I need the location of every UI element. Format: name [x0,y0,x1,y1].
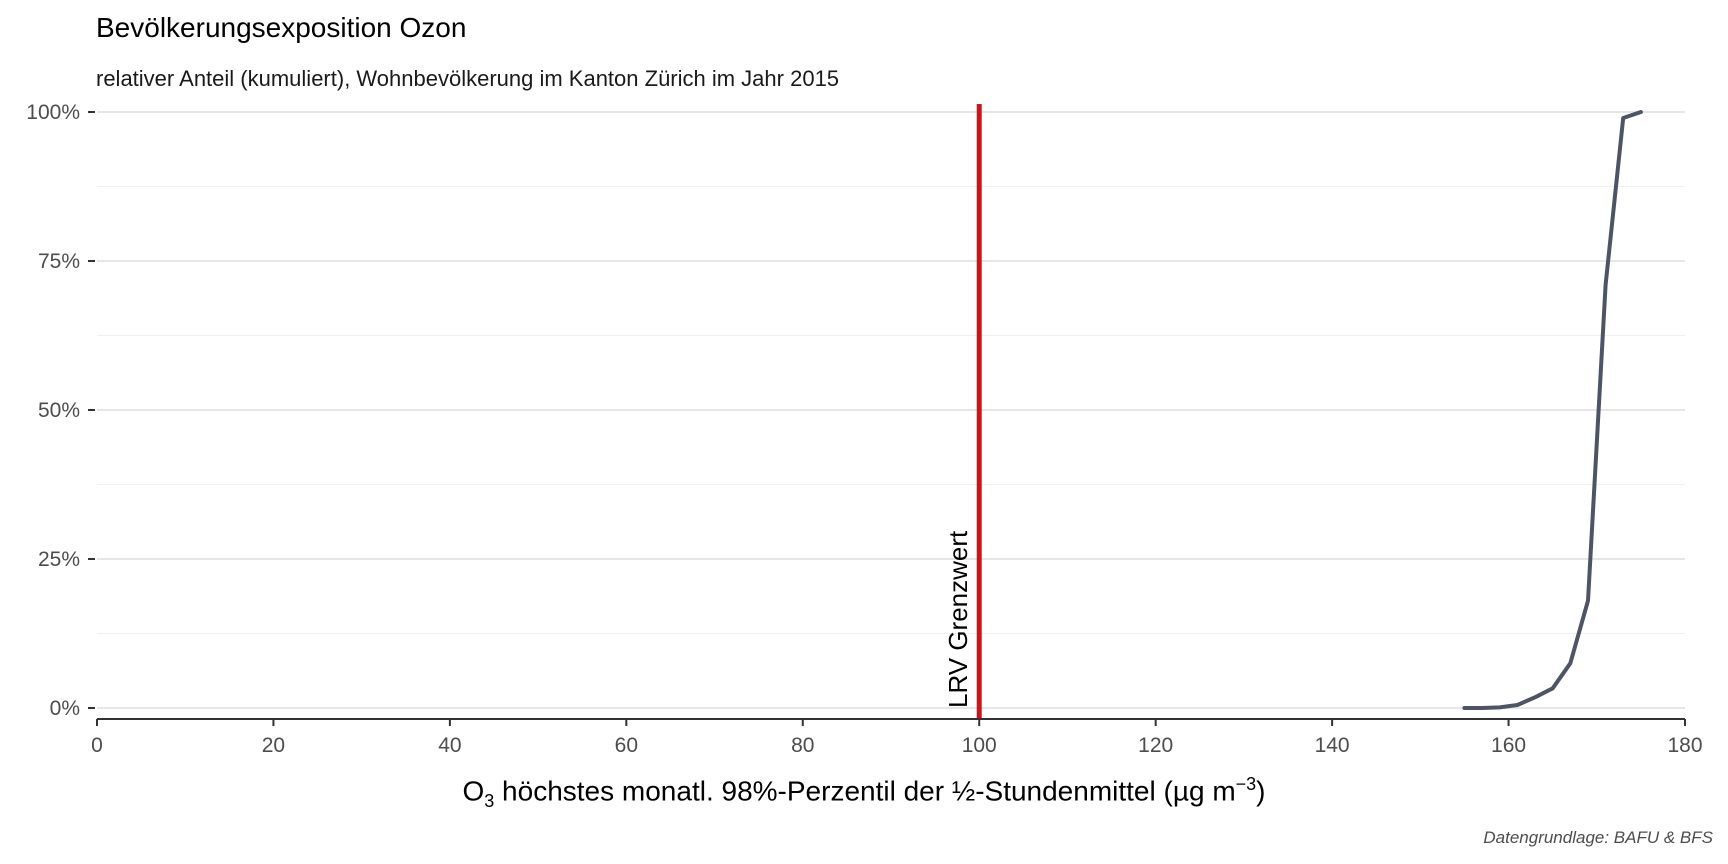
x-tick-label: 80 [791,734,814,757]
x-tick-label: 120 [1138,734,1173,757]
y-tick-label: 50% [38,399,80,422]
x-tick-label: 40 [438,734,461,757]
chart-subtitle: relativer Anteil (kumuliert), Wohnbevölk… [96,66,840,91]
reference-line-group: LRV Grenzwert [943,104,982,719]
y-tick-label: 25% [38,548,80,571]
x-tick-label: 60 [615,734,638,757]
x-tick-label: 180 [1667,734,1702,757]
axes-group: 0% 25% 50% 75% 100% 0 20 40 60 80 100 120 140 160 180 [26,101,1702,757]
reference-line-label: LRV Grenzwert [943,530,973,708]
y-tick-label: 75% [38,250,80,273]
x-axis-label: O3 höchstes monatl. 98%-Perzentil der ½-… [462,774,1266,811]
y-tick-label: 100% [26,101,80,124]
x-tick-label: 140 [1315,734,1350,757]
grid-lines [97,111,1685,709]
x-tick-label: 100 [962,734,997,757]
data-source-caption: Datengrundlage: BAFU & BFS [1483,828,1713,847]
y-tick-label: 0% [50,697,80,720]
x-tick-label: 20 [262,734,285,757]
chart-title: Bevölkerungsexposition Ozon [96,12,467,43]
x-tick-label: 160 [1491,734,1526,757]
series-line-0 [1462,110,1643,710]
x-tick-label: 0 [91,734,103,757]
series-group [1462,110,1643,710]
